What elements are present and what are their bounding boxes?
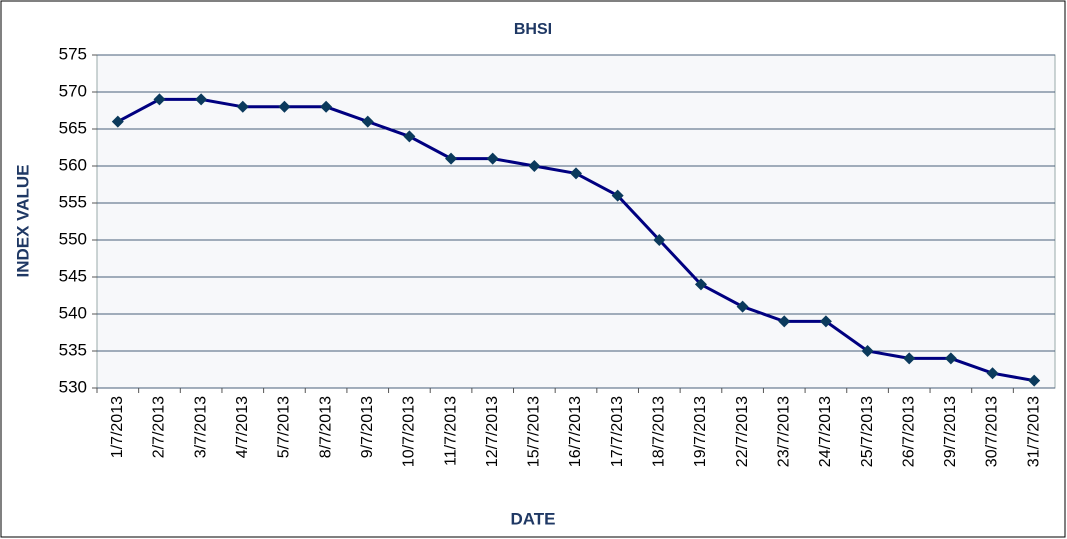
x-axis-label: DATE bbox=[510, 509, 555, 528]
x-tick-label: 26/7/2013 bbox=[900, 396, 917, 467]
x-tick-label: 5/7/2013 bbox=[276, 396, 293, 458]
chart: BHSI DATE INDEX VALUE 530 535 540 545 550 555… bbox=[0, 0, 1067, 539]
x-tick-label: 24/7/2013 bbox=[817, 396, 834, 467]
x-tick-label: 1/7/2013 bbox=[109, 396, 126, 458]
x-tick-label: 3/7/2013 bbox=[192, 396, 209, 458]
x-tick-label: 11/7/2013 bbox=[442, 396, 459, 466]
y-tick-label: 575 bbox=[59, 44, 87, 63]
y-tick-label: 550 bbox=[59, 229, 87, 248]
x-tick-label: 18/7/2013 bbox=[651, 396, 668, 467]
y-tick-label: 540 bbox=[59, 303, 87, 322]
x-tick-label: 16/7/2013 bbox=[567, 396, 584, 467]
x-tick-label: 29/7/2013 bbox=[942, 396, 959, 467]
y-tick-label: 570 bbox=[59, 81, 87, 100]
x-tick-label: 31/7/2013 bbox=[1025, 396, 1042, 467]
y-tick-label: 535 bbox=[59, 340, 87, 359]
x-tick-label: 30/7/2013 bbox=[984, 396, 1001, 467]
x-tick-label: 12/7/2013 bbox=[484, 396, 501, 467]
y-tick-label: 560 bbox=[59, 155, 87, 174]
y-tick-label: 545 bbox=[59, 266, 87, 285]
x-tick-label: 17/7/2013 bbox=[609, 396, 626, 467]
x-tick-label: 10/7/2013 bbox=[401, 396, 418, 467]
x-tick-label: 19/7/2013 bbox=[692, 396, 709, 467]
x-tick-label: 23/7/2013 bbox=[775, 396, 792, 467]
x-tick-label: 8/7/2013 bbox=[317, 396, 334, 458]
y-tick-label: 530 bbox=[59, 377, 87, 396]
y-tick-label: 555 bbox=[59, 192, 87, 211]
x-tick-label: 9/7/2013 bbox=[359, 396, 376, 458]
chart-title: BHSI bbox=[514, 21, 552, 38]
x-tick-label: 4/7/2013 bbox=[234, 396, 251, 458]
x-tick-label: 15/7/2013 bbox=[526, 396, 543, 467]
x-tick-label: 25/7/2013 bbox=[859, 396, 876, 467]
y-axis-label: INDEX VALUE bbox=[13, 164, 32, 277]
x-tick-label: 22/7/2013 bbox=[734, 396, 751, 467]
y-tick-label: 565 bbox=[59, 118, 87, 137]
x-tick-label: 2/7/2013 bbox=[151, 396, 168, 458]
